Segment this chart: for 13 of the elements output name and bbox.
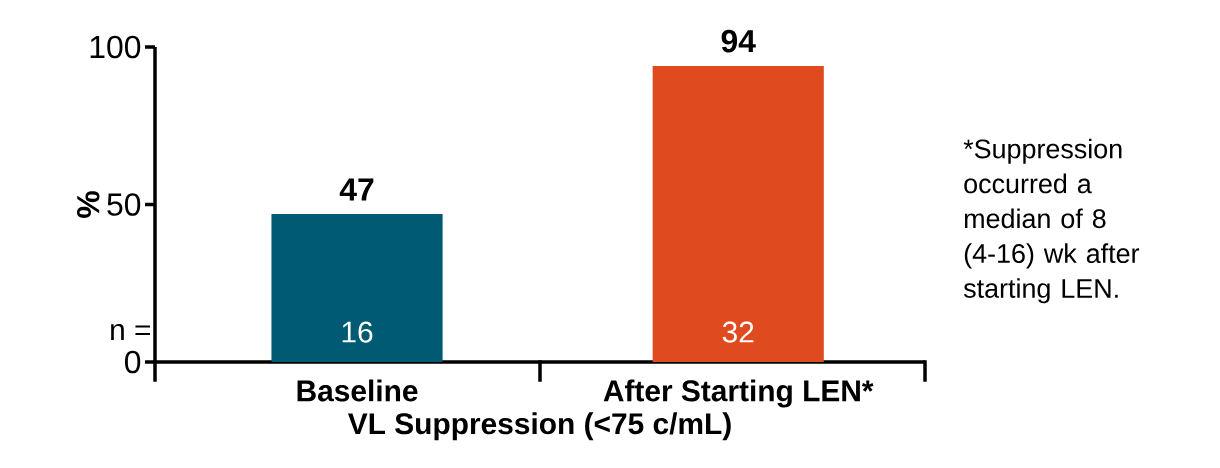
- x-tick-label: After Starting LEN*: [603, 379, 874, 408]
- x-tick-label: Baseline: [297, 379, 418, 402]
- data-label: 47: [339, 178, 374, 201]
- text: *Suppression occurred a median of 8 (4-16) wk after starting LEN.: [963, 138, 1140, 304]
- data-label: 94: [721, 29, 756, 53]
- y-tick-label: 0: [125, 350, 141, 374]
- y-tick-label: 100: [90, 35, 141, 59]
- annotation: 16: [342, 321, 373, 343]
- annotation: 32: [722, 321, 754, 343]
- y-tick-label: 50: [107, 193, 141, 216]
- y-axis-title: %: [77, 191, 100, 218]
- text: n =: [111, 324, 150, 341]
- x-axis-title: VL Suppression (<75 c/mL): [347, 412, 731, 441]
